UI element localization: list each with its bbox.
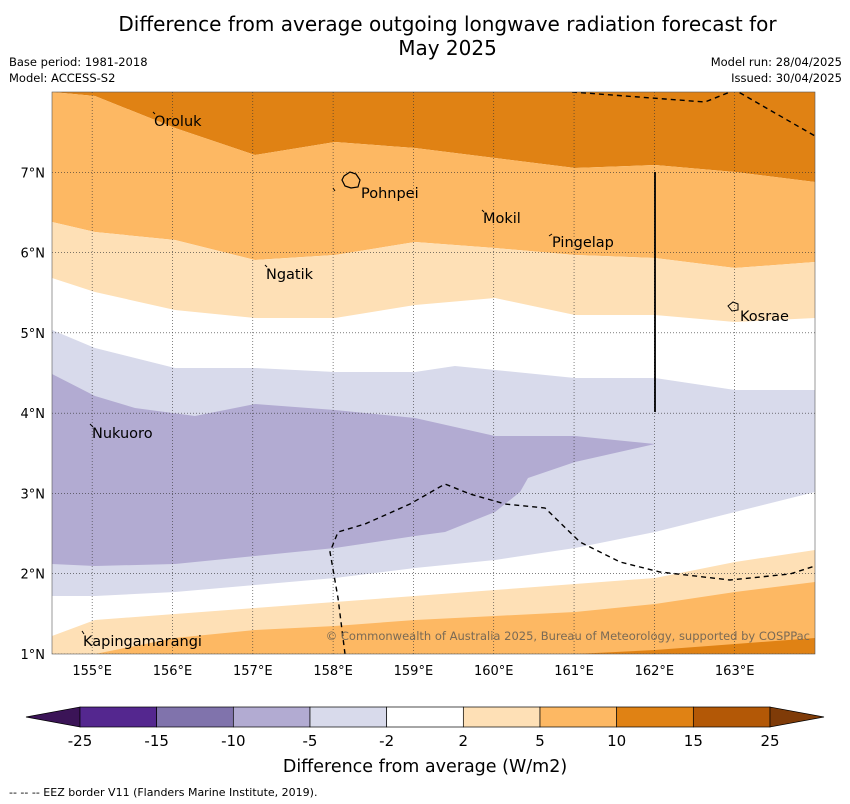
latitude-tick-label: 1°N	[21, 648, 46, 663]
oroluk-marker	[152, 111, 156, 115]
colorbar-segment	[462, 706, 541, 728]
longitude-tick-labels: 155°E 156°E 157°E 158°E 159°E 160°E 161°E 162°E…	[72, 664, 754, 679]
colorbar-tick-label: 5	[535, 732, 545, 750]
title-line-1: Difference from average outgoing longwav…	[118, 12, 777, 36]
latitude-tick-label: 7°N	[21, 166, 46, 181]
pohnpei-island-shape	[341, 171, 361, 189]
place-label-kosrae: Kosrae	[740, 309, 789, 325]
colorbar-extend-high	[769, 706, 825, 728]
longitude-tick-label: 156°E	[153, 664, 193, 679]
colorbar-segment	[539, 706, 618, 728]
colorbar-segment	[79, 706, 158, 728]
latitude-tick-labels: 1°N 2°N 3°N 4°N 5°N 6°N 7°N	[21, 166, 46, 663]
longitude-tick-label: 161°E	[554, 664, 594, 679]
latitude-tick-label: 2°N	[21, 568, 46, 583]
place-label-kapingamarangi: Kapingamarangi	[83, 634, 202, 650]
place-label-oroluk: Oroluk	[154, 114, 202, 130]
colorbar-segment	[616, 706, 694, 728]
kosrae-island-shape	[727, 301, 739, 312]
place-label-nukuoro: Nukuoro	[92, 426, 153, 442]
pohnpei-islet	[332, 187, 336, 192]
place-labels: Oroluk Pohnpei Mokil Pingelap Ngatik Kos…	[83, 114, 789, 650]
colorbar-segment	[156, 706, 234, 728]
colorbar-tick-label: -2	[379, 732, 394, 750]
longitude-tick-label: 163°E	[715, 664, 755, 679]
colorbar-tick-label: -10	[221, 732, 246, 750]
longitude-tick-label: 159°E	[394, 664, 434, 679]
colorbar	[25, 706, 825, 728]
place-markers	[81, 111, 553, 635]
meta-left: Base period: 1981-2018 Model: ACCESS-S2	[9, 54, 148, 86]
base-period: Base period: 1981-2018	[9, 55, 148, 69]
colorbar-segment	[232, 706, 311, 728]
kapingamarangi-marker	[81, 630, 85, 635]
colorbar-tick-label: -15	[144, 732, 169, 750]
latitude-tick-label: 5°N	[21, 327, 46, 342]
contour-band-2-5	[52, 222, 815, 322]
longitude-tick-label: 160°E	[474, 664, 514, 679]
place-label-ngatik: Ngatik	[266, 267, 314, 283]
copyright-notice: © Commonwealth of Australia 2025, Bureau…	[326, 629, 810, 643]
chart-title: Difference from average outgoing longwav…	[0, 12, 850, 60]
latitude-tick-label: 4°N	[21, 407, 46, 422]
longitude-tick-label: 155°E	[72, 664, 112, 679]
longitude-tick-label: 158°E	[313, 664, 353, 679]
model-name: Model: ACCESS-S2	[9, 71, 116, 85]
colorbar-tick-label: -5	[303, 732, 318, 750]
model-run: Model run: 28/04/2025	[710, 55, 842, 69]
contour-band-5-10	[52, 92, 815, 268]
place-label-mokil: Mokil	[483, 211, 521, 227]
footer-eez-note: -- -- -- EEZ border V11 (Flanders Marine…	[9, 786, 318, 799]
colorbar-extend-low	[25, 706, 81, 728]
place-label-pingelap: Pingelap	[552, 235, 614, 251]
latitude-tick-label: 3°N	[21, 487, 46, 502]
latitude-tick-label: 6°N	[21, 247, 46, 262]
contour-band-10-15-south	[575, 638, 815, 654]
colorbar-tick-label: 10	[607, 732, 626, 750]
colorbar-tick-label: -25	[68, 732, 93, 750]
pingelap-marker	[548, 233, 553, 237]
issued-date: Issued: 30/04/2025	[731, 71, 842, 85]
nukuoro-marker	[89, 423, 94, 428]
colorbar-tick-label: 15	[684, 732, 703, 750]
longitude-tick-label: 162°E	[635, 664, 675, 679]
title-line-2: May 2025	[398, 36, 497, 60]
contour-band-5-10-south	[95, 582, 815, 654]
colorbar-segment	[386, 706, 464, 728]
colorbar-segment	[692, 706, 771, 728]
colorbar-tick-label: 2	[459, 732, 469, 750]
place-label-pohnpei: Pohnpei	[361, 186, 419, 202]
eez-borders	[329, 92, 815, 654]
contour-band-10-15	[52, 92, 815, 182]
colorbar-label: Difference from average (W/m2)	[283, 757, 567, 777]
colorbar-tick-label: 25	[760, 732, 779, 750]
eez-border-north	[571, 92, 815, 137]
colorbar-tick-labels: -25 -15 -10 -5 -2 2 5 10 15 25	[68, 732, 780, 750]
eez-border-south	[329, 483, 815, 654]
map-frame	[51, 91, 816, 655]
ngatik-marker	[264, 264, 268, 268]
contour-band-minus10-minus5	[52, 374, 655, 566]
colorbar-segment	[309, 706, 388, 728]
map-area: Oroluk Pohnpei Mokil Pingelap Ngatik Kos…	[52, 92, 815, 654]
meta-right: Model run: 28/04/2025 Issued: 30/04/2025	[711, 54, 842, 86]
mokil-marker	[481, 209, 485, 213]
longitude-tick-label: 157°E	[233, 664, 273, 679]
